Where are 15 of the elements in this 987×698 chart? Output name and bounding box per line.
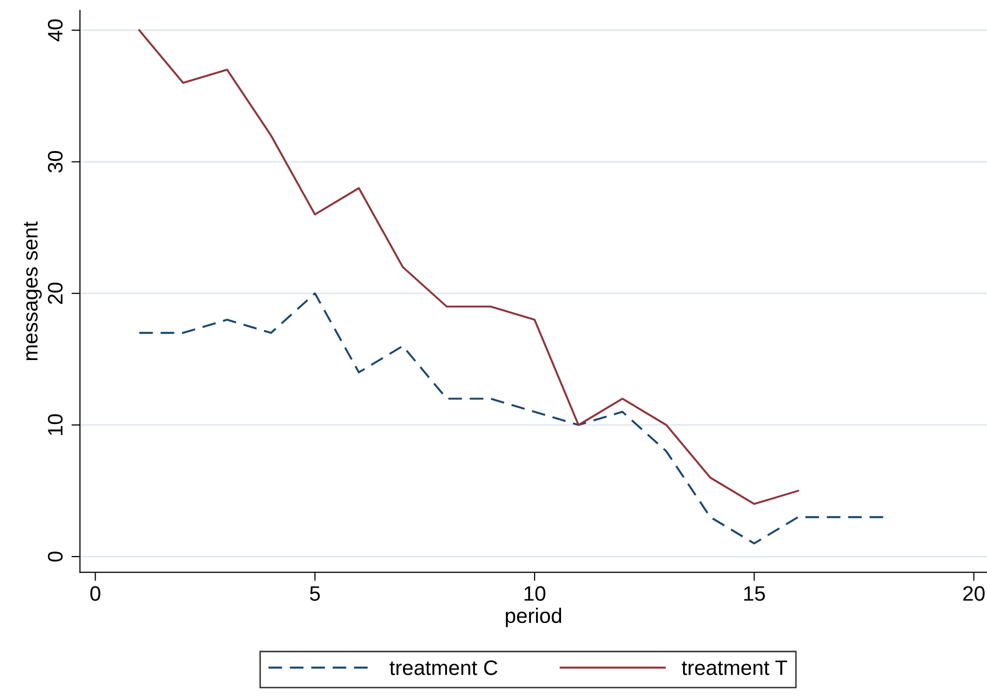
x-tick-label: 10 [524,586,546,601]
y-tick-label: 30 [48,151,63,173]
legend-label: treatment T [682,660,788,676]
line-series [138,29,800,505]
legend-label: treatment C [390,660,498,676]
y-tick-label: 20 [48,282,63,304]
x-axis-title: period [506,608,562,628]
x-tick-label: 5 [310,586,320,601]
x-tick-label: 20 [963,586,985,601]
y-axis-title: messages sent [24,222,42,360]
x-tick-label: 0 [90,586,100,601]
y-tick-label: 40 [48,19,63,42]
y-tick-label: 0 [48,552,63,562]
x-tick-label: 15 [744,586,765,601]
y-tick-label: 10 [48,414,63,435]
